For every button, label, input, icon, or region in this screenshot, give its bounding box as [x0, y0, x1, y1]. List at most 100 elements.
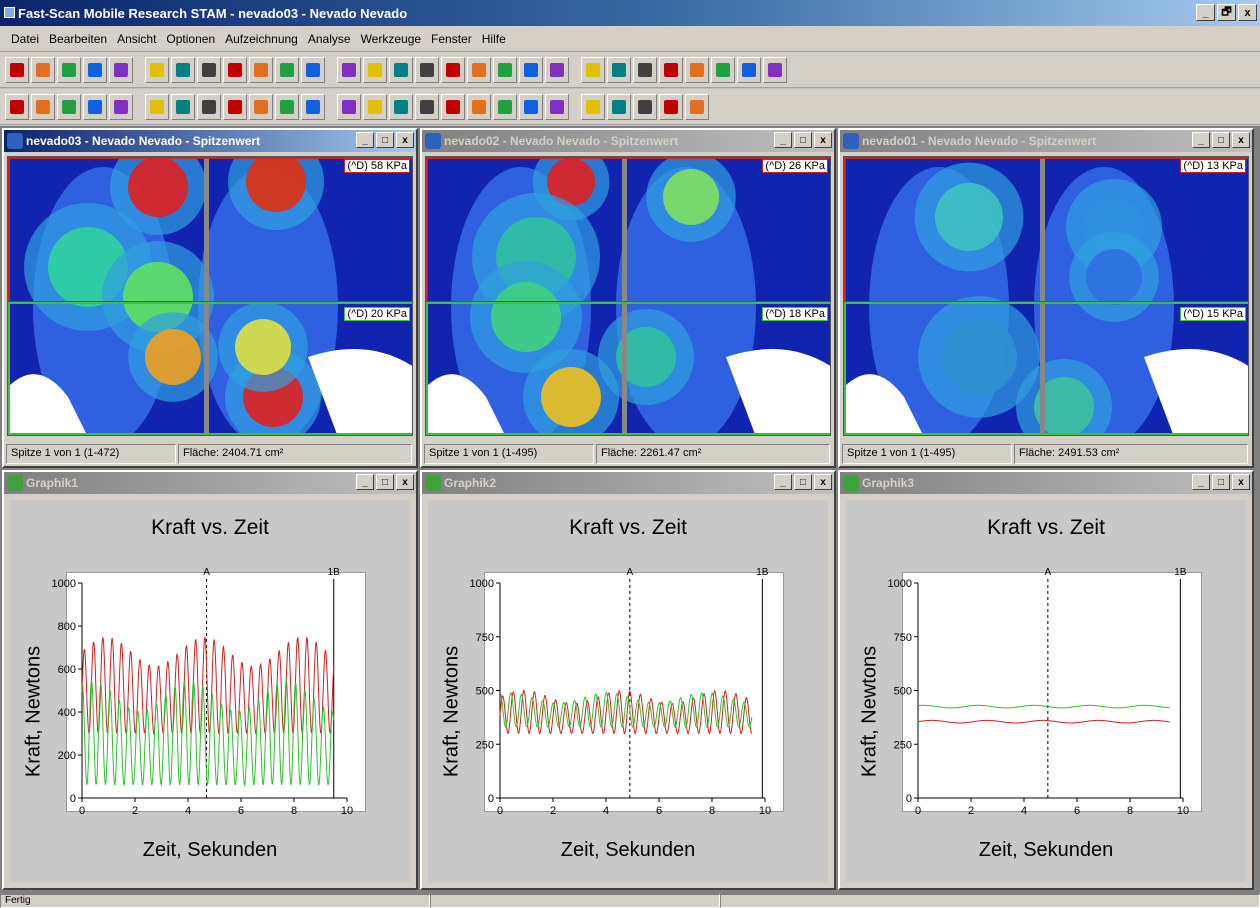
new-scan-button[interactable]	[5, 56, 29, 83]
minimize-button[interactable]: _	[356, 132, 374, 148]
pressure-map-button[interactable]	[5, 93, 29, 120]
record-button[interactable]	[83, 56, 107, 83]
filter-button[interactable]	[607, 56, 631, 83]
stat-button[interactable]	[467, 93, 491, 120]
maximize-button[interactable]: □	[1212, 132, 1230, 148]
close-button[interactable]: x	[814, 132, 832, 148]
target-button[interactable]	[31, 93, 55, 120]
minimize-button[interactable]: _	[1196, 4, 1215, 21]
pressure-heatmap[interactable]: (^D) 26 KPa (^D) 18 KPa	[425, 156, 831, 436]
copy-button[interactable]	[275, 56, 299, 83]
menu-datei[interactable]: Datei	[11, 31, 40, 46]
maximize-button[interactable]: □	[794, 132, 812, 148]
minimize-button[interactable]: _	[774, 474, 792, 490]
graph-window[interactable]: Graphik3 _ □ x Kraft vs. Zeit Kraft, Newto…	[838, 470, 1254, 890]
foot-button[interactable]	[415, 93, 439, 120]
minimize-button[interactable]: _	[1192, 132, 1210, 148]
pdf-button[interactable]	[519, 93, 543, 120]
chart-plot[interactable]: 0 200 400 600 800 1000 0 2 4 6 8 10 A 1B	[52, 567, 366, 817]
window-title-bar[interactable]: nevado02 - Nevado Nevado - Spitzenwert _…	[422, 130, 834, 152]
avg2-button[interactable]	[145, 93, 169, 120]
close-button[interactable]: x	[396, 132, 414, 148]
gait-button[interactable]	[197, 93, 221, 120]
pressure-map-window[interactable]: nevado03 - Nevado Nevado - Spitzenwert _…	[2, 128, 418, 468]
save-button[interactable]	[197, 56, 221, 83]
close-button[interactable]: x	[1232, 132, 1250, 148]
menu-aufzeichnung[interactable]: Aufzeichnung	[225, 31, 298, 46]
camera-button[interactable]	[545, 93, 569, 120]
peak-button[interactable]	[223, 93, 247, 120]
chart-button[interactable]	[711, 56, 735, 83]
first-frame-button[interactable]	[363, 56, 387, 83]
window-title-bar[interactable]: Graphik1 _ □ x	[4, 472, 416, 494]
camera-button[interactable]	[581, 93, 605, 120]
play-button[interactable]	[467, 56, 491, 83]
pressure-map-window[interactable]: nevado01 - Nevado Nevado - Spitzenwert _…	[838, 128, 1254, 468]
avg1-button[interactable]	[109, 93, 133, 120]
window-title-bar[interactable]: Graphik2 _ □ x	[422, 472, 834, 494]
print-preview-button[interactable]	[249, 56, 273, 83]
last-button[interactable]	[519, 56, 543, 83]
multi-scan-button[interactable]	[31, 56, 55, 83]
window-title-bar[interactable]: nevado01 - Nevado Nevado - Spitzenwert _…	[840, 130, 1252, 152]
maximize-button[interactable]: □	[376, 132, 394, 148]
compare-button[interactable]	[607, 93, 631, 120]
refresh-button[interactable]	[83, 93, 107, 120]
mark-button[interactable]	[545, 56, 569, 83]
context-help-button[interactable]	[763, 56, 787, 83]
app-title-bar[interactable]: Fast-Scan Mobile Research STAM - nevado0…	[0, 0, 1260, 26]
menu-fenster[interactable]: Fenster	[431, 31, 472, 46]
pressure-heatmap[interactable]: (^D) 13 KPa (^D) 15 KPa	[843, 156, 1249, 436]
close-button[interactable]: x	[1232, 474, 1250, 490]
chart-button[interactable]	[57, 93, 81, 120]
report-button[interactable]	[493, 93, 517, 120]
close-button[interactable]: x	[814, 474, 832, 490]
menu-optionen[interactable]: Optionen	[166, 31, 216, 46]
graph-button[interactable]	[389, 93, 413, 120]
help-button[interactable]	[737, 56, 761, 83]
chart-plot[interactable]: 0 250 500 750 1000 0 2 4 6 8 10 A 1B	[470, 567, 784, 817]
sync-button[interactable]	[633, 93, 657, 120]
minimize-button[interactable]: _	[1192, 474, 1210, 490]
force-button[interactable]	[301, 93, 325, 120]
blank-page-button[interactable]	[145, 56, 169, 83]
maximize-button[interactable]: □	[1212, 474, 1230, 490]
prev-button[interactable]	[415, 56, 439, 83]
menu-hilfe[interactable]: Hilfe	[481, 31, 506, 46]
graph-window[interactable]: Graphik1 _ □ x Kraft vs. Zeit Kraft, Newto…	[2, 470, 418, 890]
prev-frame-button[interactable]	[389, 56, 413, 83]
star-button[interactable]	[275, 93, 299, 120]
grid-button[interactable]	[363, 93, 387, 120]
next-button[interactable]	[493, 56, 517, 83]
export-button[interactable]	[337, 56, 361, 83]
pressure-heatmap[interactable]: (^D) 58 KPa (^D) 20 KPa	[7, 156, 413, 436]
menu-bearbeiten[interactable]: Bearbeiten	[49, 31, 108, 46]
print-button[interactable]	[223, 56, 247, 83]
paste-button[interactable]	[301, 56, 325, 83]
minimize-button[interactable]: _	[774, 132, 792, 148]
color-scale-button[interactable]	[659, 56, 683, 83]
rotate-button[interactable]	[171, 93, 195, 120]
menu-ansicht[interactable]: Ansicht	[117, 31, 157, 46]
layout2-button[interactable]	[685, 93, 709, 120]
open-button[interactable]	[171, 56, 195, 83]
close-button[interactable]: x	[396, 474, 414, 490]
minimize-button[interactable]: _	[356, 474, 374, 490]
trim-button[interactable]	[581, 56, 605, 83]
maximize-button[interactable]: □	[376, 474, 394, 490]
stop-button[interactable]	[441, 56, 465, 83]
close-button[interactable]: x	[1238, 4, 1257, 21]
table-button[interactable]	[685, 56, 709, 83]
graph-window[interactable]: Graphik2 _ □ x Kraft vs. Zeit Kraft, Newto…	[420, 470, 836, 890]
record-button[interactable]	[109, 56, 133, 83]
record-button[interactable]	[57, 56, 81, 83]
knee-button[interactable]	[441, 93, 465, 120]
window-title-bar[interactable]: Graphik3 _ □ x	[840, 472, 1252, 494]
maximize-button[interactable]: 🗗	[1217, 4, 1236, 21]
layout-button[interactable]	[659, 93, 683, 120]
window-title-bar[interactable]: nevado03 - Nevado Nevado - Spitzenwert _…	[4, 130, 416, 152]
pressure-map-window[interactable]: nevado02 - Nevado Nevado - Spitzenwert _…	[420, 128, 836, 468]
maximize-button[interactable]: □	[794, 474, 812, 490]
tool-button[interactable]	[633, 56, 657, 83]
chart-plot[interactable]: 0 250 500 750 1000 0 2 4 6 8 10 A 1B	[888, 567, 1202, 817]
